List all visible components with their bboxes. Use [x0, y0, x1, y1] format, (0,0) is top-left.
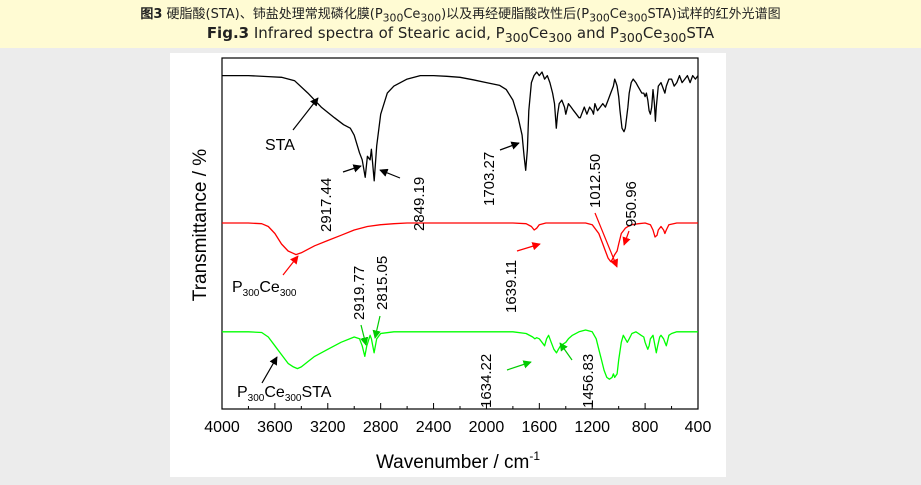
- peak-arrow-2815-05: [372, 315, 381, 339]
- caption-cn-sub: 300: [626, 11, 648, 25]
- caption-cn-sub: 300: [420, 11, 442, 25]
- series-line-sta: [222, 71, 699, 182]
- caption-en-fig-number: Fig.3: [206, 24, 250, 42]
- caption-en-sub: 300: [504, 30, 529, 45]
- peak-label-1012-50: 1012.50: [587, 154, 604, 208]
- caption-en-text: Infrared spectra of Stearic acid, P: [253, 24, 505, 42]
- series-label-sub: 300: [243, 288, 260, 299]
- series-label-part: P: [232, 279, 243, 296]
- caption-cn-fig-number: 图3: [140, 7, 163, 22]
- peak-label-1634-22: 1634.22: [478, 354, 495, 408]
- peak-arrow-2849-19: [379, 168, 401, 179]
- caption-en-text: Ce: [642, 24, 663, 42]
- series-label-part: Ce: [259, 279, 280, 296]
- chart-panel: [170, 53, 726, 477]
- series-label-part: STA: [265, 137, 295, 154]
- x-tick-label: 3600: [257, 419, 293, 436]
- series-label-part: STA: [302, 384, 332, 401]
- peak-arrow-1703-27: [499, 141, 520, 151]
- peak-arrow-2919-77: [360, 324, 369, 346]
- peak-label-950-96: 950.96: [623, 181, 640, 227]
- x-axis-ticks: 4000 3600 3200 2800 2400 2000 1600 1200 800 400: [204, 403, 711, 436]
- peak-label-2849-19: 2849.19: [411, 177, 428, 231]
- caption-en-text: STA: [686, 24, 715, 42]
- caption-cn-text: 硬脂酸(STA)、铈盐处理常规磷化膜(P: [166, 7, 383, 22]
- series-label-p300ce300: P300Ce300: [232, 279, 297, 299]
- x-tick-label: 400: [685, 419, 712, 436]
- x-axis-label: Wavenumber / cm-1: [376, 449, 540, 473]
- series-label-sub: 300: [280, 288, 297, 299]
- peak-arrow-950-96: [622, 230, 631, 246]
- peak-label-1703-27: 1703.27: [481, 152, 498, 206]
- peak-label-1639-11: 1639.11: [503, 260, 520, 313]
- caption-cn-text: STA)试样的红外光谱图: [647, 7, 781, 22]
- p300ce300sta-label-arrow: [261, 356, 278, 384]
- peak-arrow-2917-44: [342, 164, 362, 173]
- caption-en-sub: 300: [618, 30, 643, 45]
- figure-caption-english: Fig.3 Infrared spectra of Stearic acid, …: [0, 24, 921, 45]
- p300ce300-label-arrow: [282, 255, 299, 276]
- x-tick-label: 2000: [469, 419, 505, 436]
- x-axis-label-text: Wavenumber / cm: [376, 452, 529, 473]
- series-label-p300ce300sta: P300Ce300STA: [237, 384, 332, 404]
- series-line-p300ce300: [222, 222, 698, 263]
- peak-arrow-1639-11: [516, 242, 541, 252]
- caption-cn-text: Ce: [403, 7, 421, 22]
- caption-en-text: and P: [576, 24, 619, 42]
- series-label-part: P: [237, 384, 248, 401]
- series-label-part: Ce: [264, 384, 285, 401]
- y-axis-label: Transmittance / %: [190, 149, 211, 302]
- x-tick-label: 4000: [204, 419, 240, 436]
- series-label-sta: STA: [265, 137, 295, 154]
- caption-en-text: Ce: [528, 24, 549, 42]
- x-tick-label: 3200: [310, 419, 346, 436]
- sta-label-arrow: [292, 97, 319, 131]
- figure-caption-chinese: 图3 硬脂酸(STA)、铈盐处理常规磷化膜(P300Ce300)以及再经硬脂酸改…: [0, 3, 921, 25]
- peak-label-2919-77: 2919.77: [351, 266, 368, 320]
- series-label-sub: 300: [248, 393, 265, 404]
- peak-label-2917-44: 2917.44: [318, 178, 335, 232]
- caption-cn-sub: 300: [589, 11, 610, 25]
- caption-cn-text: Ce: [609, 7, 627, 22]
- peak-label-1456-83: 1456.83: [580, 354, 597, 408]
- plot-frame: [221, 57, 699, 410]
- caption-cn-sub: 300: [382, 11, 404, 25]
- peak-arrow-1012-50: [594, 212, 619, 268]
- x-tick-label: 1600: [522, 419, 558, 436]
- peak-arrow-1456-83: [559, 342, 573, 361]
- caption-cn-text: )以及再经硬脂酸改性后(P: [441, 7, 590, 22]
- x-tick-label: 2400: [416, 419, 452, 436]
- series-line-p300ce300sta: [222, 329, 698, 380]
- peak-arrow-1634-22: [506, 360, 532, 371]
- peak-label-2815-05: 2815.05: [374, 256, 391, 310]
- x-tick-label: 1200: [574, 419, 610, 436]
- caption-en-sub: 300: [548, 30, 573, 45]
- x-tick-label: 800: [632, 419, 659, 436]
- caption-en-sub: 300: [662, 30, 687, 45]
- series-label-sub: 300: [285, 393, 302, 404]
- x-axis-label-sup: -1: [529, 449, 540, 463]
- x-tick-label: 2800: [363, 419, 399, 436]
- caption-band: [0, 0, 921, 48]
